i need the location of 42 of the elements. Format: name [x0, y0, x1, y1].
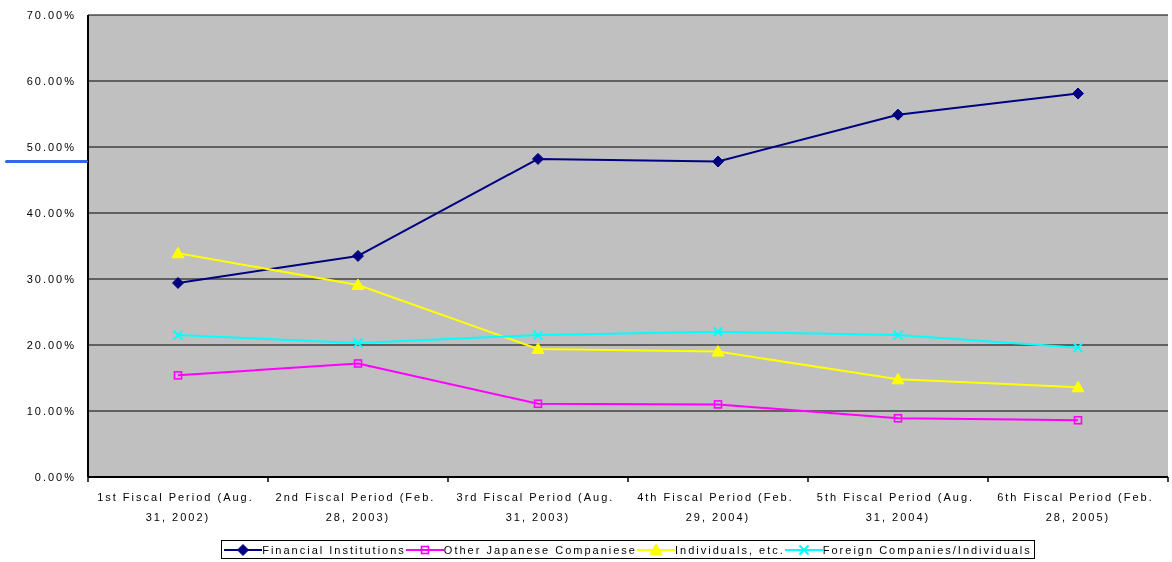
x-tick-label: 4th Fiscal Period (Feb. 29, 2004) [637, 491, 799, 523]
point [532, 152, 544, 165]
point [352, 337, 364, 349]
x-tick-label: 6th Fiscal Period (Feb. 28, 2005) [997, 491, 1159, 523]
legend-label: Other Japanese Companiese [443, 542, 637, 557]
point [172, 276, 184, 289]
y-tick-label: 70.00% [26, 8, 76, 21]
legend-label: Foreign Companies/Individuals [822, 542, 1032, 557]
x-tick-label: 1st Fiscal Period (Aug. 31, 2002) [97, 491, 259, 523]
point [353, 359, 363, 368]
x-tick-label: 3rd Fiscal Period (Aug. 31, 2003) [456, 491, 620, 523]
point [173, 371, 183, 380]
x-tick-label: 5th Fiscal Period (Aug. 31, 2004) [816, 491, 980, 523]
point [171, 246, 185, 259]
legend-label: Financial Institutions [262, 542, 406, 557]
y-tick-label: 10.00% [26, 404, 76, 417]
point [172, 329, 184, 341]
point [713, 400, 723, 409]
point [1071, 380, 1085, 393]
y-tick-label: 40.00% [26, 206, 76, 219]
y-tick-label: 0.00% [34, 470, 76, 483]
point [351, 278, 365, 290]
point [893, 413, 903, 423]
point [1073, 415, 1083, 425]
point [892, 108, 904, 121]
point [532, 329, 544, 341]
point [891, 372, 905, 385]
y-tick-label: 20.00% [26, 338, 76, 351]
y-tick-label: 50.00% [26, 140, 76, 153]
legend-label: Individuals, etc. [674, 542, 785, 557]
y-tick-label: 60.00% [26, 74, 76, 87]
point [533, 399, 543, 409]
point [892, 329, 904, 341]
point [1072, 342, 1084, 354]
point [1072, 87, 1084, 100]
point [711, 345, 725, 357]
point [531, 342, 545, 354]
y-tick-label: 30.00% [26, 272, 76, 285]
point [352, 249, 364, 262]
point [712, 326, 724, 338]
x-tick-label: 2nd Fiscal Period (Feb. 28, 2003) [275, 491, 441, 523]
point [712, 155, 724, 168]
